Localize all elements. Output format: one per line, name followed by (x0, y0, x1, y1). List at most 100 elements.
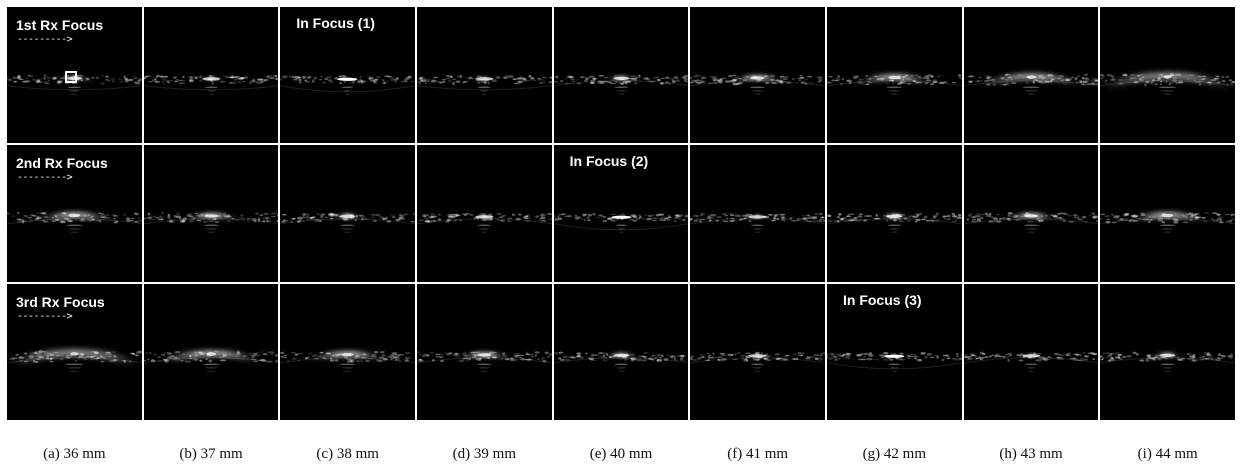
ultrasound-frame (553, 74, 689, 96)
depth-captions: (a) 36 mm (b) 37 mm (c) 38 mm (d) 39 mm (e) … (7, 446, 1235, 463)
reflector-core (475, 77, 494, 81)
reflector-core (748, 353, 767, 358)
ultrasound-tile (553, 7, 689, 144)
reverb-mark (888, 90, 901, 92)
row-label: 2nd Rx Focus (16, 155, 108, 172)
reverb-mark (345, 93, 350, 96)
reverb-mark (67, 366, 82, 369)
ultrasound-tile (143, 145, 279, 282)
side-lobe-artifact (7, 218, 142, 225)
reverb-mark (344, 231, 351, 234)
reverb-mark (617, 370, 624, 372)
ultrasound-frame (690, 74, 825, 96)
reverb-mark (751, 224, 765, 227)
ultrasound-tile (963, 145, 1099, 282)
ultrasound-frame (553, 213, 689, 234)
ultrasound-frame (417, 213, 552, 234)
reverb-mark (1161, 228, 1174, 230)
row-label: 3rd Rx Focus (16, 293, 105, 310)
ultrasound-tile (963, 283, 1099, 420)
ultrasound-frame (963, 212, 1099, 234)
in-focus-label: In Focus (1) (296, 15, 375, 31)
reverb-mark (69, 90, 80, 92)
side-lobe-artifact (1100, 218, 1235, 225)
row-arrow: ---------> (17, 172, 73, 184)
reflector-core (66, 76, 83, 81)
reverb-mark (888, 363, 901, 365)
row-arrow: ---------> (17, 310, 73, 322)
reverb-mark (1027, 231, 1035, 234)
reflector-core (475, 215, 494, 219)
reverb-mark (479, 90, 489, 92)
reverb-mark (1158, 86, 1177, 89)
reverb-mark (202, 363, 220, 365)
reverb-mark (476, 363, 492, 365)
side-lobe-artifact (963, 80, 1099, 87)
side-lobe-artifact (143, 85, 279, 91)
ultrasound-tile: In Focus (3) (827, 283, 962, 420)
side-lobe-artifact (963, 218, 1099, 225)
reverb-mark (755, 231, 761, 234)
reflector-core (613, 353, 629, 357)
reflector-core (68, 214, 81, 218)
reverb-mark (1023, 224, 1039, 227)
ultrasound-image-grid: 1st Rx Focus ---------> In Focus (1) 2nd Rx… (7, 7, 1235, 420)
reflector-core (70, 351, 79, 355)
reflector-core (884, 354, 905, 358)
reverb-mark (750, 86, 766, 89)
ultrasound-frame (1100, 73, 1235, 96)
reverb-mark (891, 231, 898, 234)
depth-caption: (h) 43 mm (999, 446, 1063, 462)
reverb-mark (342, 228, 353, 230)
ultrasound-frame (280, 212, 415, 234)
reflector-core (1161, 214, 1174, 218)
ultrasound-tile (417, 145, 552, 282)
depth-caption: (e) 40 mm (589, 446, 653, 462)
reverb-mark (479, 228, 489, 230)
speckle-band (827, 351, 962, 362)
ultrasound-frame (7, 349, 142, 372)
depth-caption: (b) 37 mm (179, 446, 243, 462)
reverb-mark (67, 86, 82, 89)
side-lobe-artifact (553, 223, 689, 231)
reverb-mark (204, 86, 218, 89)
reverb-mark (890, 93, 899, 96)
reverb-mark (617, 228, 625, 230)
reverb-mark (1159, 224, 1176, 227)
ultrasound-tile (553, 283, 689, 420)
reverb-mark (66, 224, 83, 227)
ultrasound-tile (143, 7, 279, 144)
reverb-mark (616, 366, 626, 369)
side-lobe-artifact (963, 356, 1099, 363)
ultrasound-tile: 3rd Rx Focus ---------> (7, 283, 142, 420)
ultrasound-frame (1100, 351, 1235, 372)
reflector-core (202, 77, 220, 81)
side-lobe-artifact (417, 218, 552, 225)
ultrasound-frame (963, 73, 1099, 96)
reflector-core (748, 215, 767, 219)
ultrasound-frame (7, 74, 142, 96)
reverb-mark (754, 93, 762, 96)
row-arrow: ---------> (17, 34, 73, 45)
reflector-core (341, 352, 354, 356)
ultrasound-frame (143, 350, 279, 372)
side-lobe-artifact (553, 80, 689, 87)
reverb-mark (1160, 90, 1175, 92)
ultrasound-frame (143, 212, 279, 234)
reverb-mark (615, 224, 627, 227)
side-lobe-artifact (690, 356, 825, 363)
reflector-core (1024, 214, 1038, 218)
reverb-mark (205, 228, 217, 230)
reverb-mark (339, 363, 356, 365)
ultrasound-tile (143, 283, 279, 420)
reverb-mark (1026, 93, 1036, 96)
ultrasound-frame (280, 350, 415, 372)
speckle-band (963, 351, 1097, 362)
reflector-core (206, 352, 216, 356)
reflector-core (339, 215, 356, 219)
ultrasound-frame (963, 351, 1099, 372)
depth-caption: (i) 44 mm (1137, 446, 1198, 462)
reverb-mark (343, 370, 352, 372)
ultrasound-tile: In Focus (1) (280, 7, 415, 144)
ultrasound-tile: In Focus (2) (553, 145, 689, 282)
